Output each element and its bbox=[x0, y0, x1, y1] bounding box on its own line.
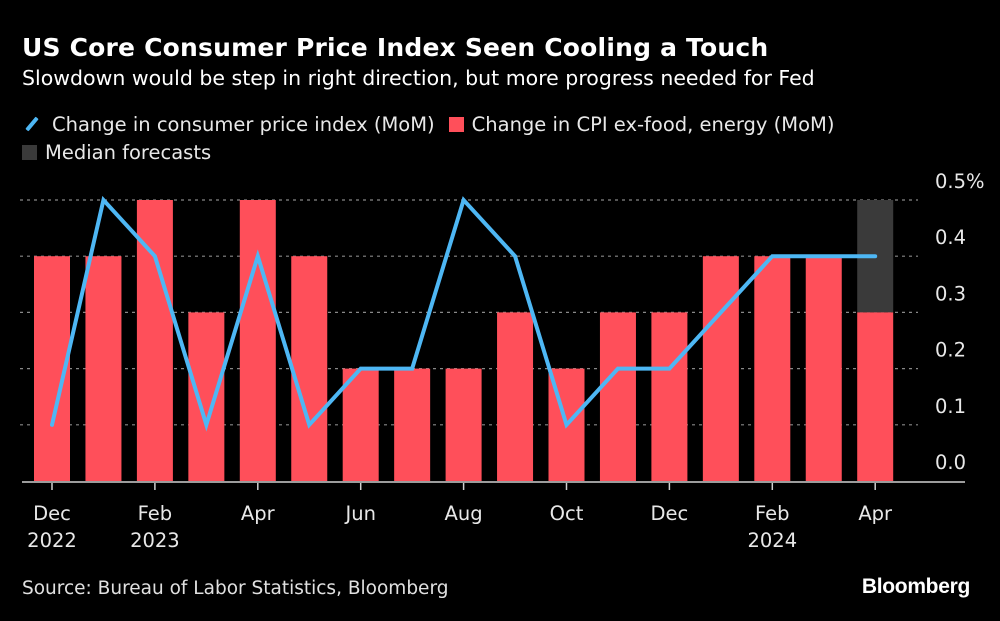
y-tick-label: 0.0 bbox=[935, 451, 966, 474]
bloomberg-logo: Bloomberg bbox=[861, 575, 970, 598]
legend-label: Median forecasts bbox=[45, 140, 212, 164]
legend-item-core-cpi: Change in CPI ex-food, energy (MoM) bbox=[448, 112, 835, 136]
cpi-line-series bbox=[50, 195, 878, 432]
x-tick-label: Apr bbox=[241, 502, 276, 525]
core-cpi-bar bbox=[188, 312, 225, 481]
core-cpi-bar bbox=[291, 256, 328, 481]
core-cpi-bar bbox=[136, 200, 173, 481]
red-square-icon bbox=[448, 116, 464, 132]
legend-item-cpi: Change in consumer price index (MoM) bbox=[22, 113, 435, 136]
y-tick-label: 0.5% bbox=[935, 170, 985, 193]
x-axis bbox=[22, 481, 965, 490]
source-note: Source: Bureau of Labor Statistics, Bloo… bbox=[22, 578, 449, 599]
y-axis-labels: 0.0 0.1 0.2 0.3 0.4 0.5% bbox=[935, 170, 985, 474]
legend-label: Change in CPI ex-food, energy (MoM) bbox=[471, 112, 835, 136]
x-tick-label: Apr bbox=[858, 502, 893, 525]
core-cpi-bar bbox=[857, 312, 894, 481]
x-tick-year-label: 2024 bbox=[747, 529, 797, 552]
legend-label: Change in consumer price index (MoM) bbox=[52, 112, 435, 136]
chart-title: US Core Consumer Price Index Seen Coolin… bbox=[22, 33, 769, 62]
legend-item-median-forecasts: Median forecasts bbox=[22, 141, 211, 164]
y-tick-label: 0.1 bbox=[935, 395, 966, 418]
x-axis-labels: Dec 2022 Feb 2023 Apr Jun Aug Oct Dec Feb 2024 Apr bbox=[27, 502, 893, 552]
core-cpi-bar bbox=[599, 312, 636, 481]
core-cpi-bar bbox=[805, 256, 842, 481]
y-tick-label: 0.2 bbox=[935, 339, 966, 362]
cpi-line bbox=[50, 195, 878, 432]
bars bbox=[34, 200, 894, 481]
core-cpi-bar bbox=[445, 368, 482, 481]
x-tick-label: Oct bbox=[550, 502, 584, 525]
core-cpi-bar bbox=[754, 256, 791, 481]
x-tick-label: Aug bbox=[445, 502, 483, 525]
chart-subtitle: Slowdown would be step in right directio… bbox=[22, 66, 815, 90]
y-tick-label: 0.3 bbox=[935, 282, 966, 305]
legend: Change in consumer price index (MoM) Cha… bbox=[22, 110, 848, 166]
core-cpi-bar bbox=[85, 256, 122, 481]
x-tick-label: Dec bbox=[651, 502, 689, 525]
x-tick-label: Dec bbox=[33, 502, 71, 525]
y-tick-label: 0.4 bbox=[935, 226, 966, 249]
gray-square-icon bbox=[22, 144, 37, 160]
x-tick-label: Feb bbox=[138, 502, 173, 525]
core-cpi-bar bbox=[239, 200, 276, 481]
x-tick-year-label: 2023 bbox=[130, 529, 180, 552]
core-cpi-bar bbox=[497, 312, 534, 481]
core-cpi-bar bbox=[342, 368, 379, 481]
x-tick-label: Feb bbox=[755, 502, 790, 525]
x-tick-year-label: 2022 bbox=[27, 529, 77, 552]
x-tick-label: Jun bbox=[343, 502, 375, 525]
core-cpi-bar bbox=[394, 368, 431, 481]
core-cpi-bar bbox=[702, 256, 739, 481]
core-cpi-bar bbox=[651, 312, 688, 481]
